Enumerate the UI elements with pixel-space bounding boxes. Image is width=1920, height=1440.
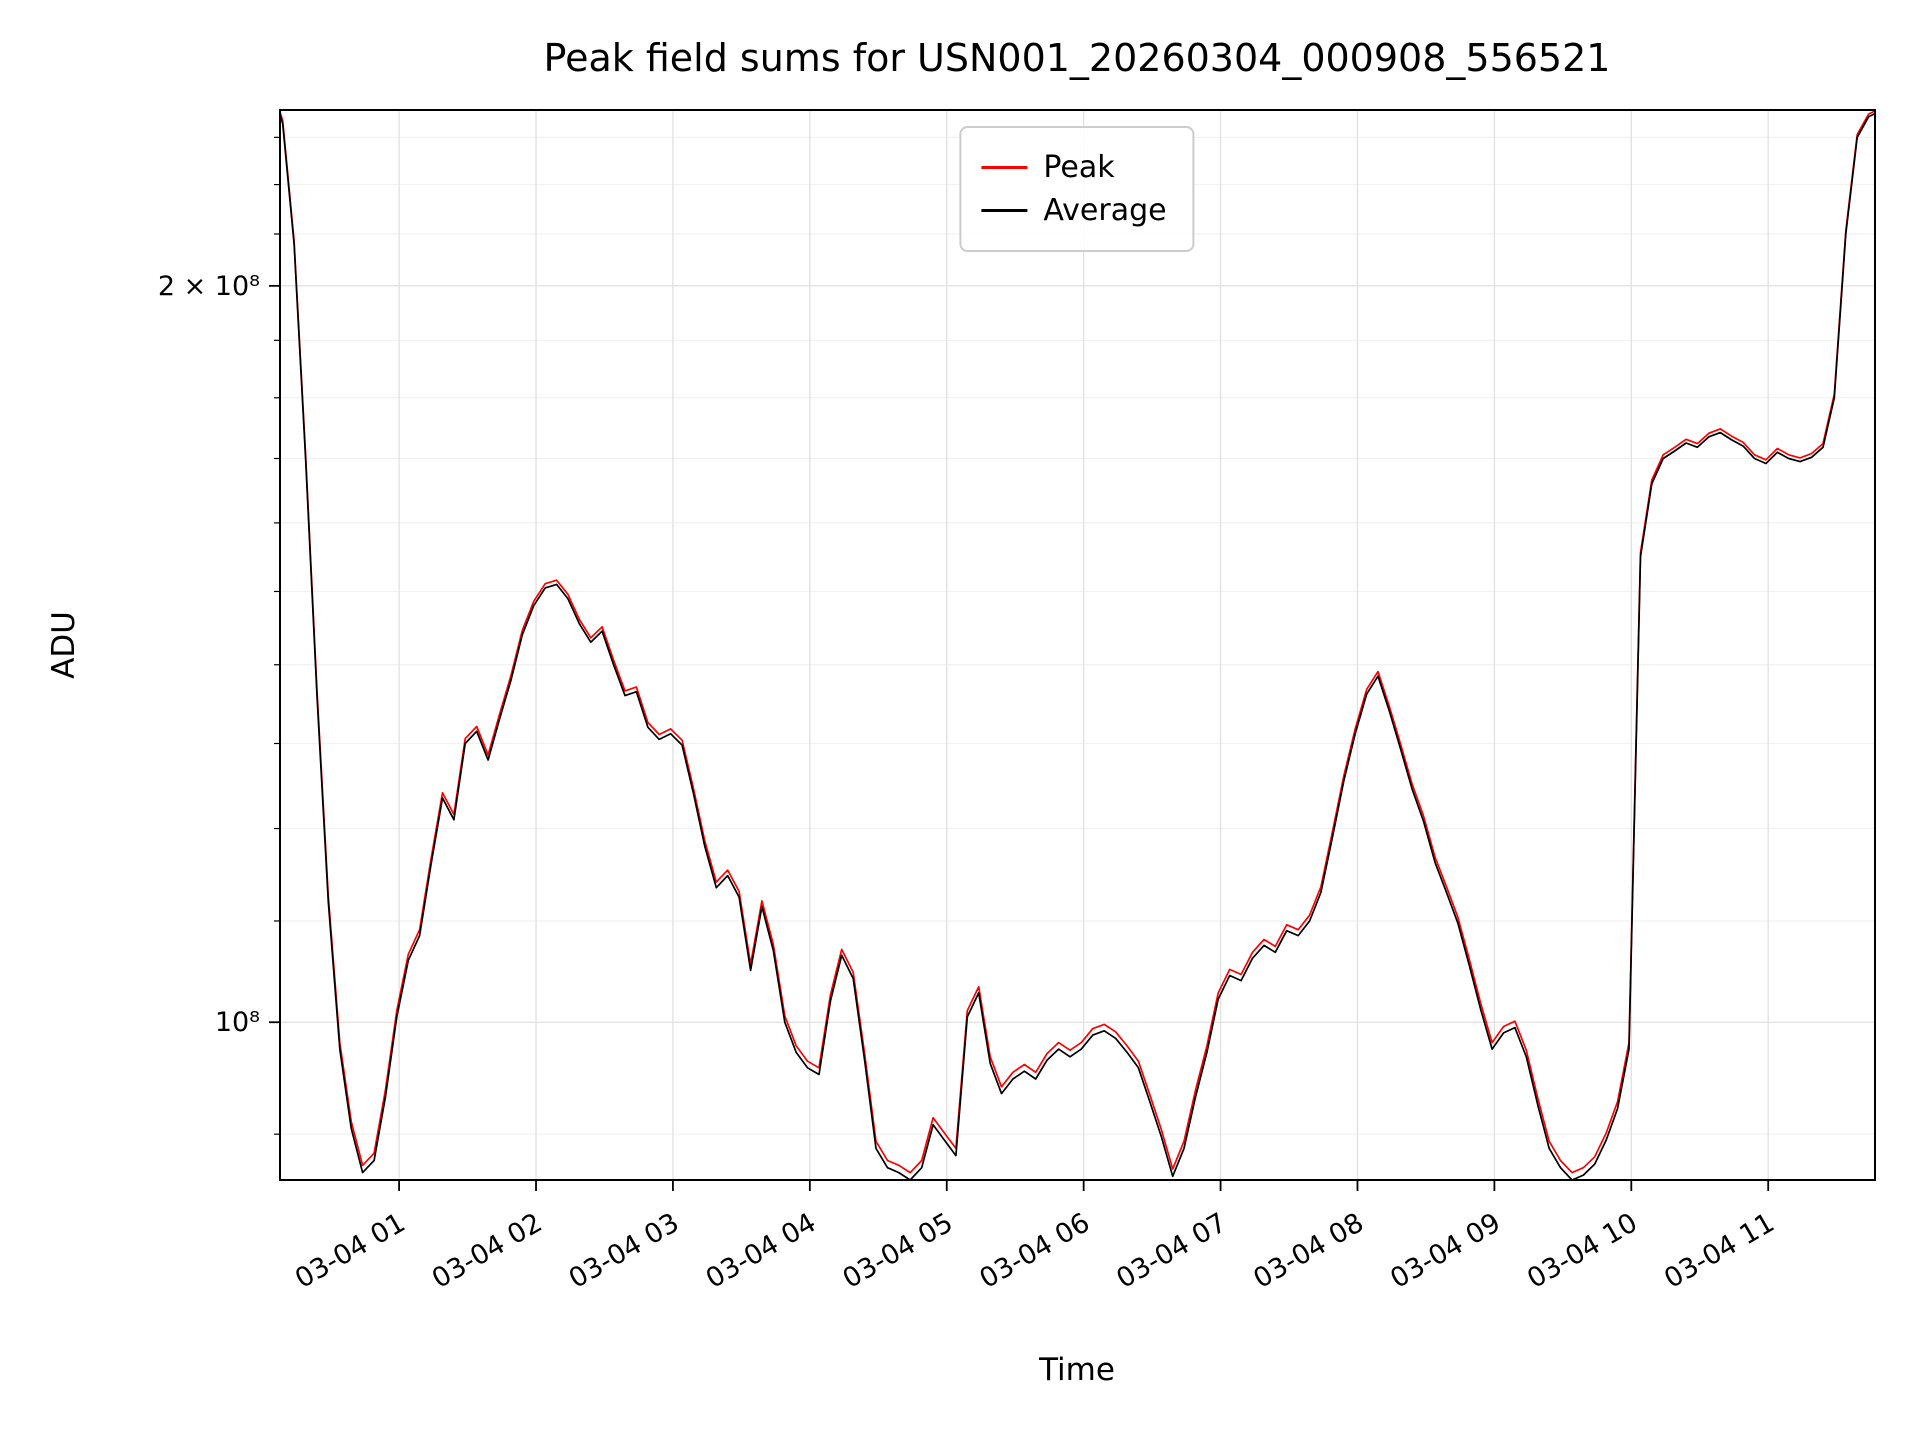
svg-text:03-04 11: 03-04 11 [1659,1207,1780,1295]
svg-text:03-04 01: 03-04 01 [290,1207,411,1295]
svg-text:03-04 08: 03-04 08 [1248,1207,1369,1295]
x-axis-label: Time [1039,1352,1115,1388]
svg-text:03-04 03: 03-04 03 [564,1207,685,1295]
svg-text:03-04 06: 03-04 06 [975,1207,1096,1295]
svg-text:03-04 04: 03-04 04 [701,1207,822,1295]
legend-entry-average: Average [981,193,1167,228]
legend-label-peak: Peak [1043,150,1115,185]
svg-text:03-04 02: 03-04 02 [427,1207,548,1295]
y-axis-label: ADU [46,611,82,679]
svg-text:2 × 10⁸: 2 × 10⁸ [158,271,260,302]
svg-text:03-04 05: 03-04 05 [838,1207,959,1295]
legend: Peak Average [959,126,1195,252]
svg-text:03-04 10: 03-04 10 [1522,1207,1643,1295]
svg-text:10⁸: 10⁸ [215,1007,260,1038]
legend-entry-peak: Peak [981,150,1166,185]
legend-label-average: Average [1043,193,1167,228]
svg-text:03-04 07: 03-04 07 [1111,1207,1232,1295]
peak-line-sample-icon [981,166,1028,169]
svg-text:03-04 09: 03-04 09 [1385,1207,1506,1295]
chart-title: Peak field sums for USN001_20260304_0009… [543,36,1611,80]
average-line-sample-icon [981,209,1028,212]
